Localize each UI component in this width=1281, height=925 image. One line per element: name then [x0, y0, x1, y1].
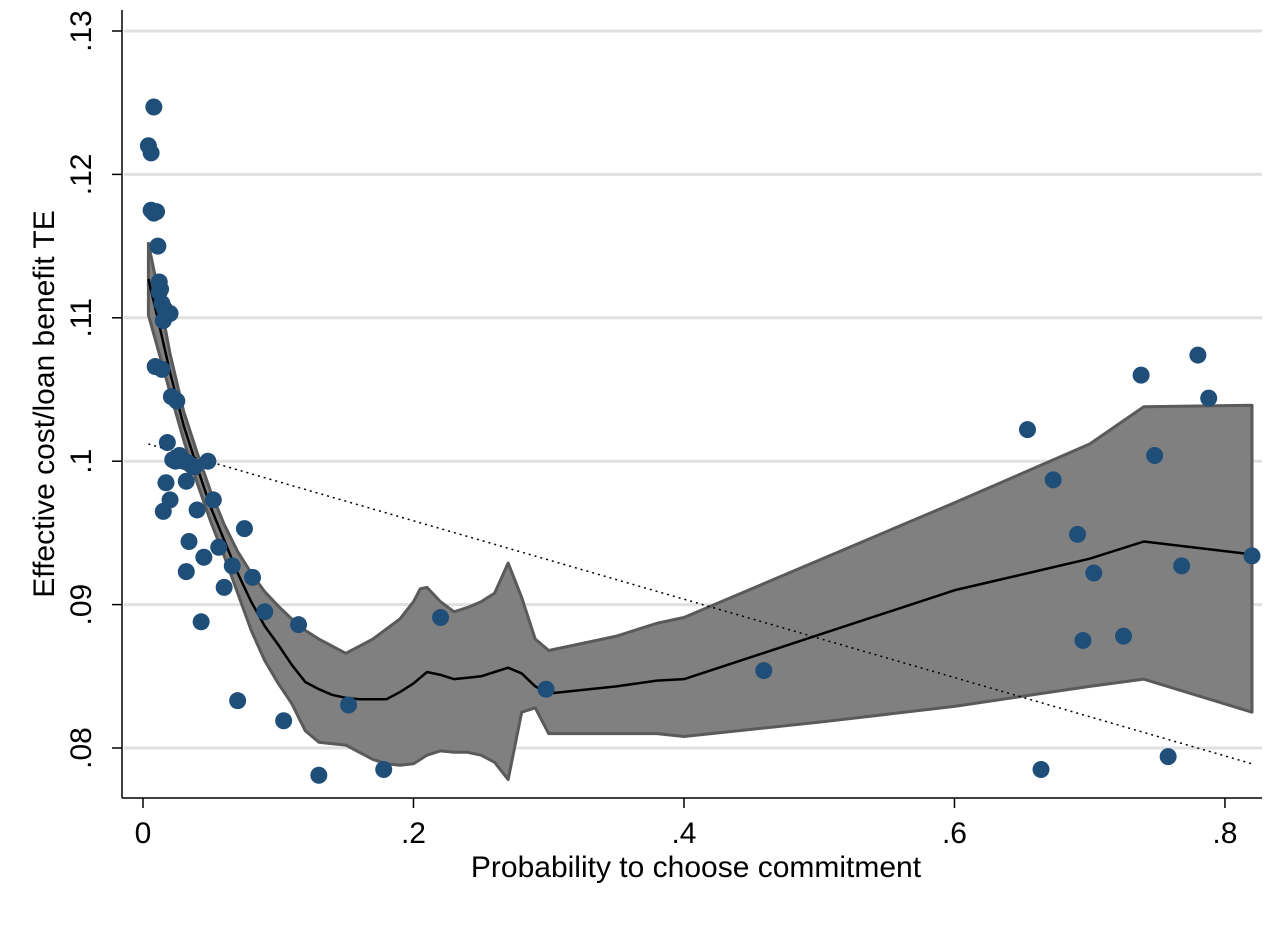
- x-tick-label: .6: [942, 817, 967, 850]
- data-point: [149, 237, 167, 255]
- axes: [121, 10, 1262, 799]
- data-point: [244, 568, 262, 586]
- data-point: [223, 557, 241, 575]
- data-point: [1200, 389, 1218, 407]
- data-point: [1018, 421, 1036, 439]
- confidence-band: [146, 241, 1254, 782]
- data-point: [310, 766, 328, 784]
- y-tick-label: .11: [65, 298, 98, 337]
- data-point: [375, 761, 393, 779]
- data-point: [210, 538, 228, 556]
- data-point: [1189, 346, 1207, 364]
- local-fit-line: [147, 278, 1253, 701]
- data-point: [153, 360, 171, 378]
- y-tick-label: .1: [65, 449, 98, 474]
- data-point: [275, 712, 293, 730]
- data-point: [188, 501, 206, 519]
- data-point: [290, 616, 308, 634]
- data-point: [432, 609, 450, 627]
- band-area: [146, 241, 1254, 782]
- data-point: [1115, 627, 1133, 645]
- data-point: [145, 204, 163, 222]
- data-point: [1173, 557, 1191, 575]
- x-tick-label: .2: [401, 817, 426, 850]
- gridlines: [124, 29, 1262, 750]
- scatter-points: [139, 98, 1261, 784]
- data-point: [1132, 366, 1150, 384]
- ticks: .08 .09 .1 .11 .12 .13 0 .2 .4 .6 .8: [65, 10, 1237, 850]
- x-axis-title: Probability to choose commitment: [471, 851, 922, 884]
- data-point: [537, 680, 555, 698]
- data-point: [177, 563, 195, 581]
- y-tick-label: .12: [65, 154, 98, 196]
- data-point: [168, 392, 186, 410]
- data-point: [161, 304, 179, 322]
- data-point: [185, 458, 203, 476]
- data-point: [755, 662, 773, 680]
- data-point: [1032, 761, 1050, 779]
- data-point: [177, 472, 195, 490]
- y-tick-label: .09: [65, 584, 98, 626]
- x-tick-label: 0: [135, 817, 152, 850]
- data-point: [180, 533, 198, 551]
- local-fit: [147, 278, 1253, 701]
- y-tick-label: .13: [65, 10, 98, 52]
- data-point: [1044, 471, 1062, 489]
- data-point: [142, 144, 160, 162]
- data-point: [157, 474, 175, 492]
- data-point: [340, 696, 358, 714]
- data-point: [1085, 564, 1103, 582]
- data-point: [1074, 631, 1092, 649]
- data-point: [158, 434, 176, 452]
- data-point: [1146, 446, 1164, 464]
- data-point: [195, 548, 213, 566]
- data-point: [192, 613, 210, 631]
- data-point: [256, 603, 274, 621]
- y-axis-title: Effective cost/loan benefit TE: [28, 210, 61, 597]
- x-tick-label: .4: [671, 817, 696, 850]
- data-point: [1159, 748, 1177, 766]
- data-point: [1069, 525, 1087, 543]
- y-tick-label: .08: [65, 727, 98, 769]
- data-point: [235, 520, 253, 538]
- data-point: [154, 502, 172, 520]
- data-point: [145, 98, 163, 116]
- data-point: [199, 452, 217, 470]
- data-point: [204, 491, 222, 509]
- x-tick-label: .8: [1212, 817, 1237, 850]
- data-point: [229, 692, 247, 710]
- data-point: [215, 578, 233, 596]
- data-point: [1243, 547, 1261, 565]
